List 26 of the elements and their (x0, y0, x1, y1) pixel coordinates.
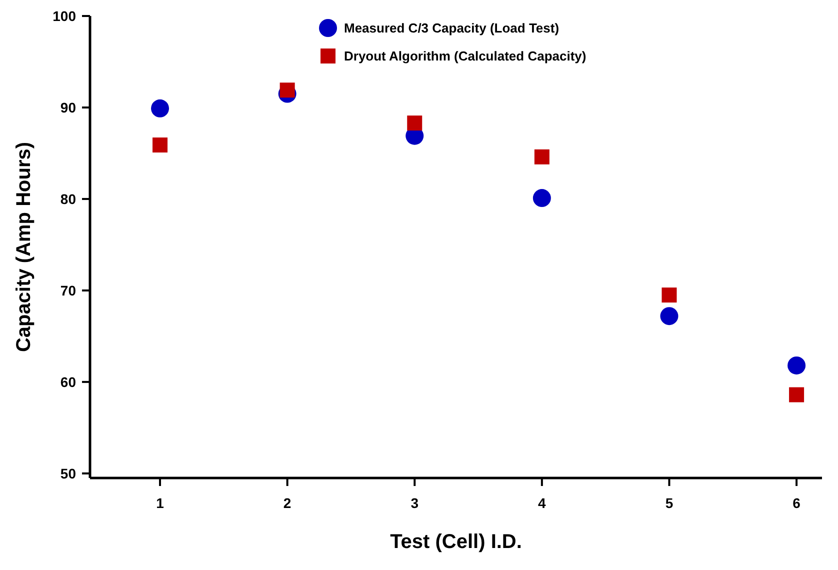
point (151, 99, 170, 118)
x-axis-title: Test (Cell) I.D. (390, 531, 522, 553)
x-tick-label: 1 (156, 495, 164, 511)
legend-label: Measured C/3 Capacity (Load Test) (344, 20, 560, 36)
point (662, 288, 677, 303)
x-tick-label: 5 (665, 495, 674, 511)
y-tick-label: 70 (60, 282, 76, 298)
legend-label: Dryout Algorithm (Calculated Capacity) (344, 48, 586, 64)
point (532, 189, 551, 208)
point (280, 82, 295, 98)
point (789, 387, 804, 402)
x-tick-label: 6 (792, 495, 801, 511)
point (407, 116, 422, 131)
point (152, 137, 168, 152)
y-axis-title: Capacity (Amp Hours) (13, 142, 35, 352)
y-tick-label: 80 (60, 190, 76, 207)
point (788, 356, 806, 374)
y-tick-label: 60 (60, 374, 76, 390)
y-tick-label: 50 (60, 465, 76, 482)
y-tick-label: 90 (60, 99, 76, 116)
point (660, 307, 678, 326)
x-tick-label: 3 (410, 495, 419, 511)
x-tick-label: 2 (283, 495, 292, 511)
y-tick-label: 100 (52, 8, 76, 24)
point (534, 149, 550, 164)
x-tick-label: 4 (538, 495, 546, 511)
